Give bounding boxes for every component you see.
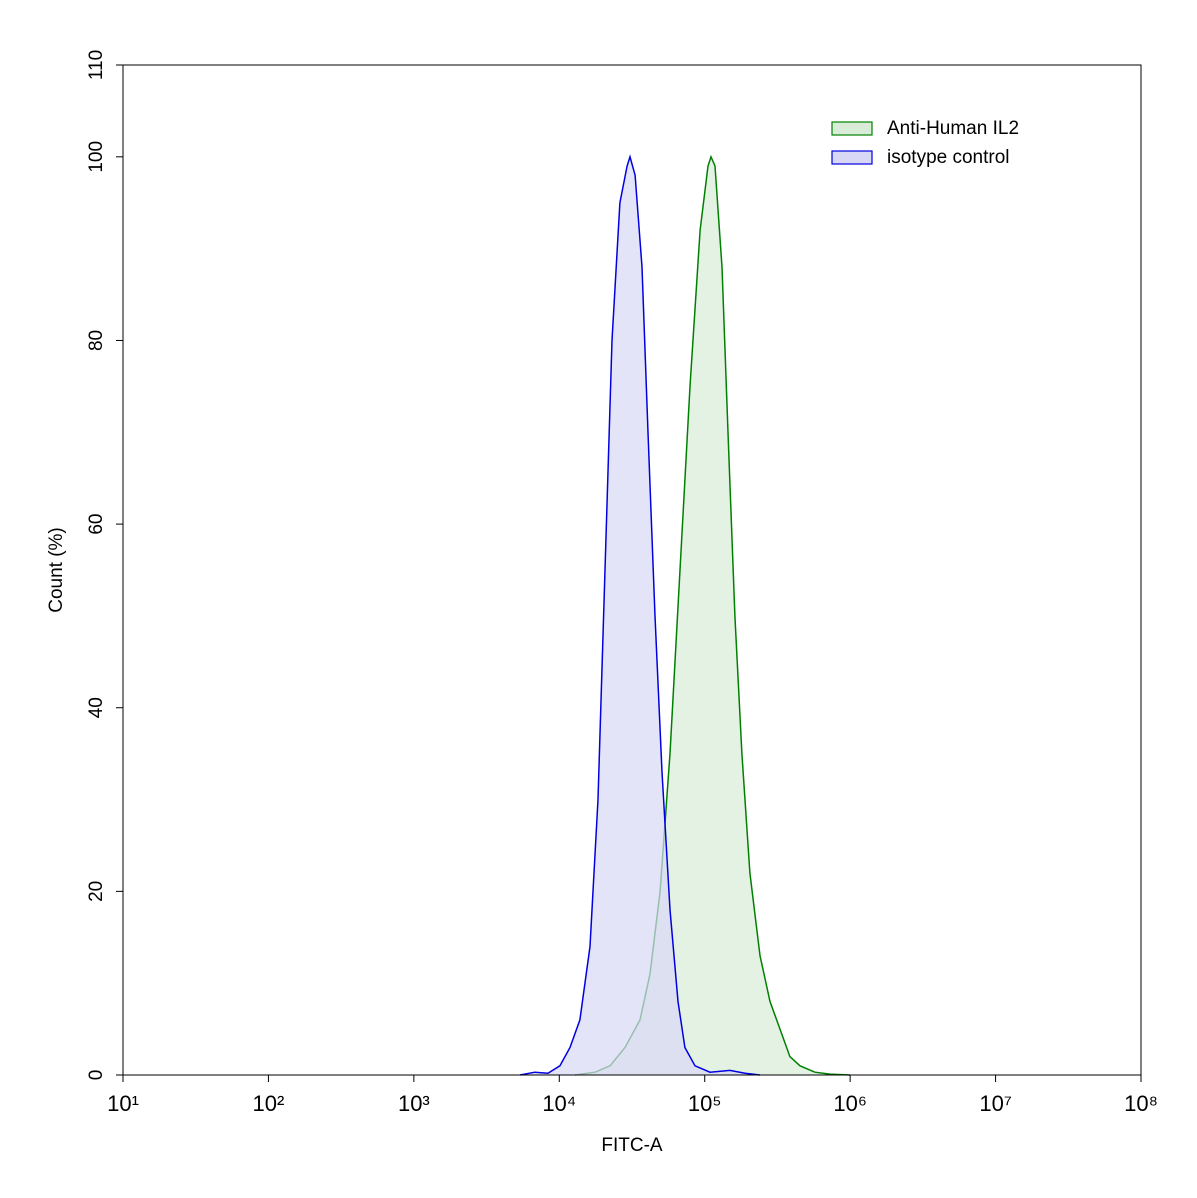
legend-swatch xyxy=(831,150,873,165)
x-tick-label: 10¹ xyxy=(107,1091,139,1116)
legend-label: Anti-Human IL2 xyxy=(887,118,1019,139)
x-tick-label: 10⁸ xyxy=(1124,1091,1158,1116)
y-tick-label: 110 xyxy=(86,50,107,80)
y-tick-label: 60 xyxy=(86,514,107,535)
x-tick-label: 10² xyxy=(253,1091,285,1116)
y-tick-label: 80 xyxy=(86,330,107,351)
y-tick-label: 100 xyxy=(86,141,107,173)
y-tick-label: 0 xyxy=(86,1070,107,1081)
x-tick-label: 10⁷ xyxy=(979,1091,1011,1116)
x-tick-label: 10⁵ xyxy=(688,1091,722,1116)
y-tick-label: 20 xyxy=(86,881,107,902)
x-tick-label: 10³ xyxy=(398,1091,430,1116)
x-axis-label: FITC-A xyxy=(601,1135,663,1156)
legend-swatch xyxy=(831,121,873,136)
legend-label: isotype control xyxy=(887,147,1010,168)
y-tick-label: 40 xyxy=(86,697,107,718)
x-tick-label: 10⁴ xyxy=(542,1091,576,1116)
plot-frame xyxy=(122,64,1142,1076)
x-tick-label: 10⁶ xyxy=(833,1091,867,1116)
area-line xyxy=(519,154,761,1076)
y-axis-label: Count (%) xyxy=(46,527,67,613)
